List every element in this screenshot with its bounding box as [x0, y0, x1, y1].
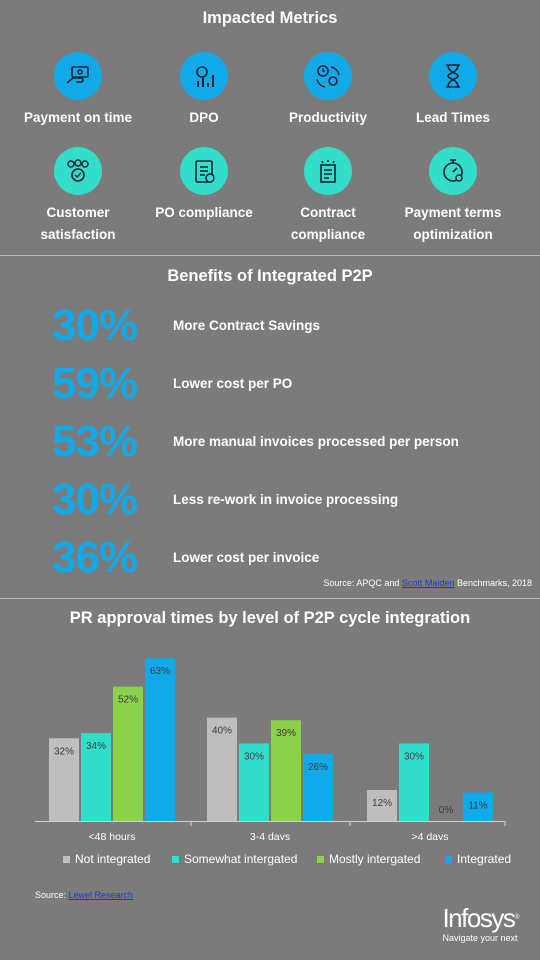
clipboard-icon	[180, 147, 228, 195]
benefit-row: 59% Lower cost per PO	[0, 360, 540, 408]
contract-icon	[304, 147, 352, 195]
data-label: 12%	[372, 798, 392, 809]
bar-mostly-intergated	[271, 720, 301, 821]
benefit-percentage: 53%	[52, 417, 138, 466]
data-label: 30%	[244, 751, 264, 762]
x-tick-label: 3-4 days	[250, 831, 290, 840]
metric-8: Payment terms optimization	[387, 147, 519, 246]
benefits-title: Benefits of Integrated P2P	[167, 267, 373, 285]
metric-3: Productivity	[262, 52, 394, 129]
benefit-percentage: 36%	[52, 533, 138, 582]
legend-swatch	[445, 855, 452, 863]
data-label: 39%	[276, 728, 296, 739]
legend-label: Integrated	[457, 852, 512, 866]
benefit-percentage: 30%	[52, 301, 138, 350]
benefit-text: Lower cost per PO	[173, 376, 293, 391]
legend-item: Somewhat intergated	[172, 852, 297, 866]
data-label: 11%	[468, 801, 487, 812]
bar-mostly-intergated	[113, 686, 143, 821]
metric-label: Payment on time	[23, 110, 133, 125]
benefit-text: Lower cost per invoice	[173, 550, 320, 565]
chart-legend: Not integrated Somewhat intergated Mostly …	[0, 852, 540, 868]
infosys-logo: Infosys® Navigate your next	[442, 903, 519, 943]
legend-label: Mostly intergated	[329, 852, 421, 866]
data-label: 0%	[439, 805, 454, 816]
data-label: 26%	[308, 762, 328, 773]
metric-label: Contract compliance	[290, 205, 366, 242]
metric-6: PO compliance	[138, 147, 270, 224]
metric-label: PO compliance	[155, 205, 253, 220]
metric-2: DPO	[138, 52, 270, 129]
legend-item: Mostly intergated	[317, 852, 420, 866]
customer-icon	[54, 147, 102, 195]
x-tick-label: <48 hours	[89, 831, 136, 840]
legend-swatch	[63, 855, 70, 863]
metric-label: Lead Times	[415, 110, 491, 125]
x-tick-label: >4 days	[411, 831, 448, 840]
benefit-text: More Contract Savings	[173, 318, 321, 333]
bar-not-integrated	[367, 789, 397, 821]
bar-somewhat-intergated	[239, 743, 269, 821]
legend-swatch	[172, 855, 179, 863]
metric-label: Customer satisfaction	[40, 205, 116, 242]
divider	[0, 598, 540, 599]
chart-title: PR approval times by level of P2P cycle …	[69, 609, 471, 627]
bar-not-integrated	[207, 717, 237, 821]
data-label: 52%	[118, 695, 138, 706]
benefit-row: 53% More manual invoices processed per pe…	[0, 418, 540, 466]
payment-icon	[54, 52, 102, 100]
benefits-source-prefix: Source: APQC and	[323, 578, 402, 588]
benefits-source-suffix: Benchmarks, 2018	[454, 578, 532, 588]
logo-reg: ®	[514, 914, 519, 921]
data-label: 32%	[54, 746, 74, 757]
legend-label: Somewhat intergated	[184, 852, 298, 866]
stopwatch-icon	[429, 147, 477, 195]
data-label: 34%	[86, 741, 106, 752]
metric-4: Lead Times	[387, 52, 519, 129]
benefit-percentage: 59%	[52, 359, 138, 408]
legend-label: Not integrated	[75, 852, 151, 866]
hourglass-icon	[429, 52, 477, 100]
benefit-percentage: 30%	[52, 475, 138, 524]
data-label: 30%	[404, 751, 424, 762]
logo-name: Infosys®	[442, 903, 519, 933]
metric-label: Payment terms optimization	[404, 205, 502, 242]
productivity-icon	[304, 52, 352, 100]
benefit-row: 30% More Contract Savings	[0, 302, 540, 350]
divider	[0, 255, 540, 256]
metric-label: DPO	[189, 110, 219, 125]
legend-item: Integrated	[445, 852, 511, 866]
metric-5: Customer satisfaction	[12, 147, 144, 246]
benefit-row: 30% Less re-work in invoice processing	[0, 476, 540, 524]
metric-label: Productivity	[288, 110, 367, 125]
legend-item: Not integrated	[63, 852, 150, 866]
benefits-source-link[interactable]: Scott Maiden	[401, 578, 455, 588]
bar-not-integrated	[49, 738, 79, 821]
bar-somewhat-intergated	[399, 743, 429, 821]
chart-source-link[interactable]: Lewel Research	[68, 890, 134, 900]
metric-7: Contract compliance	[262, 147, 394, 246]
benefit-text: More manual invoices processed per perso…	[173, 434, 459, 449]
data-label: 40%	[212, 726, 232, 737]
benefits-source: Source: APQC and Scott Maiden Benchmarks…	[323, 578, 532, 588]
bar-integrated	[303, 753, 333, 821]
bar-integrated	[463, 792, 493, 821]
metrics-title: Impacted Metrics	[202, 9, 338, 27]
benefit-row: 36% Lower cost per invoice	[0, 534, 540, 582]
metric-1: Payment on time	[12, 52, 144, 129]
dpo-icon	[180, 52, 228, 100]
bar-somewhat-intergated	[81, 733, 111, 821]
legend-swatch	[317, 855, 324, 863]
logo-wordmark: Infosys	[442, 903, 515, 933]
logo-tagline: Navigate your next	[442, 933, 518, 943]
chart-source-prefix: Source:	[35, 890, 69, 900]
bar-chart: 32% 34% 52% 63% <48 hours 40% 30% 39% 26% 3-4 day…	[35, 658, 506, 840]
chart-source: Source: Lewel Research	[35, 890, 133, 900]
bar-integrated	[145, 658, 175, 821]
benefit-text: Less re-work in invoice processing	[173, 492, 399, 507]
data-label: 63%	[150, 666, 170, 677]
